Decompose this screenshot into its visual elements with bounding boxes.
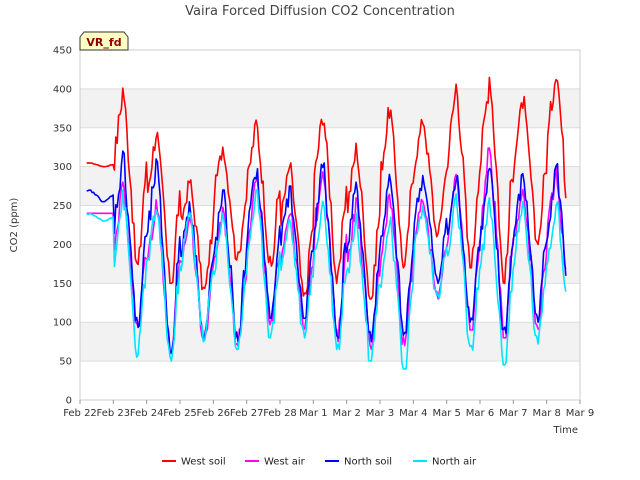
y-tick-label: 400 xyxy=(53,84,72,95)
y-tick-labels: 0 50 100 150 200 250 300 350 400 450 xyxy=(53,46,72,407)
badge: VR_fd xyxy=(79,31,129,51)
y-tick-label: 300 xyxy=(53,162,72,173)
legend-label: North soil xyxy=(344,457,392,468)
y-tick-label: 350 xyxy=(53,123,72,134)
y-axis-label: CO2 (ppm) xyxy=(9,198,20,253)
legend-label: West soil xyxy=(181,457,226,468)
series-lines xyxy=(86,76,567,370)
background-band xyxy=(80,322,580,362)
x-tick-labels: Feb 22 Feb 23 Feb 24 Feb 25 Feb 26 Feb 27 Feb … xyxy=(63,400,594,419)
y-tick-label: 450 xyxy=(53,46,72,57)
x-tick-label: Feb 28 xyxy=(263,408,297,419)
x-axis-label: Time xyxy=(553,425,578,436)
y-tick-label: 150 xyxy=(53,279,72,290)
x-tick-label: Feb 27 xyxy=(230,408,264,419)
plot-frame xyxy=(79,49,581,401)
x-tick-label: Mar 1 xyxy=(299,408,327,419)
series-line xyxy=(86,76,567,300)
y-tick-label: 200 xyxy=(53,240,72,251)
x-tick-label: Feb 25 xyxy=(163,408,197,419)
series-line xyxy=(86,189,567,370)
legend: West soil West air North soil North air xyxy=(162,457,477,468)
x-tick-label: Mar 6 xyxy=(466,408,494,419)
x-tick-label: Mar 4 xyxy=(399,408,427,419)
legend-label: West air xyxy=(264,457,306,468)
y-tick-label: 50 xyxy=(59,357,72,368)
x-tick-label: Feb 23 xyxy=(97,408,131,419)
background-bands xyxy=(80,88,580,362)
x-tick-label: Mar 5 xyxy=(432,408,460,419)
x-tick-label: Mar 3 xyxy=(366,408,394,419)
y-tick-label: 100 xyxy=(53,318,72,329)
background-band xyxy=(80,88,580,128)
y-tick-label: 250 xyxy=(53,201,72,212)
badge-label: VR_fd xyxy=(86,36,121,49)
x-tick-label: Mar 7 xyxy=(499,408,527,419)
y-tick-label: 0 xyxy=(66,396,72,407)
x-tick-label: Feb 22 xyxy=(63,408,97,419)
x-tick-label: Feb 26 xyxy=(197,408,231,419)
chart-title: Vaira Forced Diffusion CO2 Concentration xyxy=(185,4,455,19)
badge-box xyxy=(79,31,129,51)
x-tick-label: Mar 9 xyxy=(566,408,594,419)
x-tick-label: Mar 2 xyxy=(332,408,360,419)
x-tick-label: Mar 8 xyxy=(532,408,560,419)
legend-label: North air xyxy=(432,457,477,468)
x-tick-label: Feb 24 xyxy=(130,408,164,419)
series-line xyxy=(86,150,567,355)
